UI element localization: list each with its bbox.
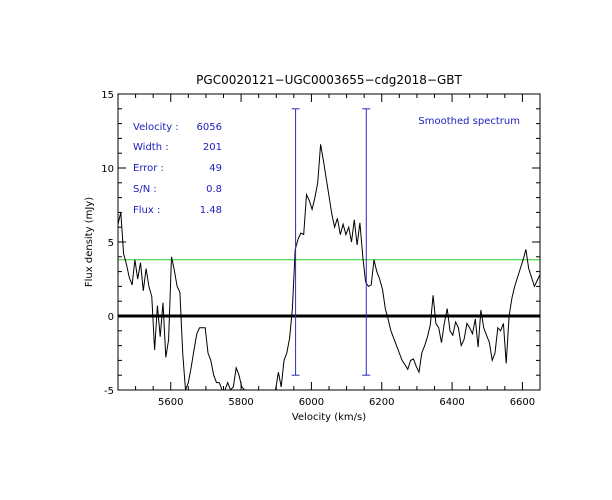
y-tick-label: 10: [101, 164, 114, 175]
stat-label-flux: Flux :: [133, 205, 160, 216]
stat-value-velocity: 6056: [197, 122, 222, 133]
velocity-markers: [291, 108, 371, 376]
y-tick-label: 5: [108, 238, 114, 249]
y-tick-label: -5: [104, 386, 114, 397]
stat-value-flux: 1.48: [200, 205, 222, 216]
stats-panel: Velocity : 6056 Width : 201 Error : 49 S…: [133, 122, 222, 216]
stat-value-sn: 0.8: [206, 184, 222, 195]
x-axis-ticks: 5600 5800 6000 6200 6400 6600: [135, 94, 541, 408]
x-tick-label: 5800: [228, 397, 253, 408]
x-tick-label: 6400: [439, 397, 464, 408]
plot-frame: [117, 93, 541, 391]
spectrum-series-line: [118, 144, 540, 390]
x-tick-label: 5600: [158, 397, 183, 408]
stat-label-velocity: Velocity :: [133, 122, 179, 133]
x-tick-label: 6000: [299, 397, 324, 408]
chart-title: PGC0020121−UGC0003655−cdg2018−GBT: [196, 73, 462, 87]
y-axis-label: Flux density (mJy): [84, 197, 95, 287]
x-tick-label: 6200: [369, 397, 394, 408]
plot-area: [118, 144, 540, 390]
stat-label-error: Error :: [133, 163, 164, 174]
stat-label-width: Width :: [133, 142, 169, 153]
y-tick-label: 0: [108, 312, 114, 323]
legend-label: Smoothed spectrum: [418, 116, 520, 127]
stat-value-width: 201: [203, 142, 222, 153]
stat-label-sn: S/N :: [133, 184, 157, 195]
stat-value-error: 49: [209, 163, 222, 174]
x-tick-label: 6600: [510, 397, 535, 408]
x-axis-label: Velocity (km/s): [292, 412, 366, 423]
y-tick-label: 15: [101, 90, 114, 101]
